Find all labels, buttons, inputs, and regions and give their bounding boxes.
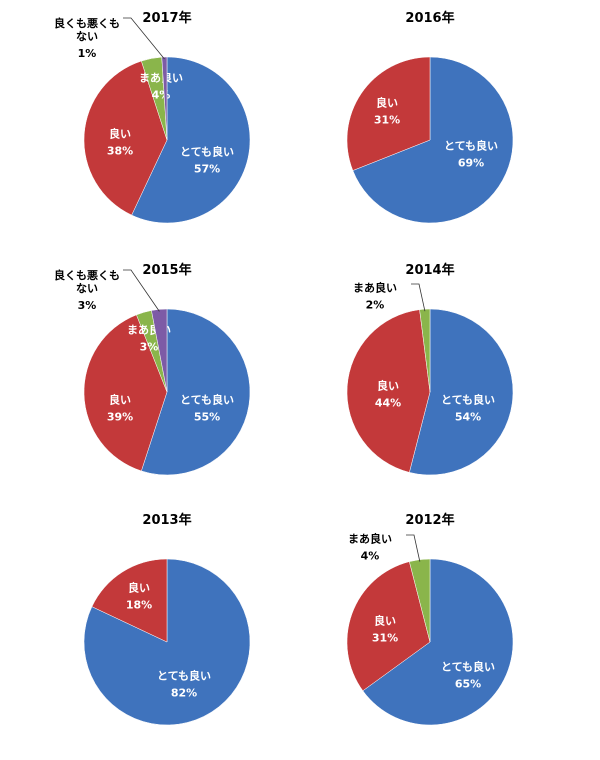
leader-line (123, 269, 160, 312)
pie-slice-良い (83, 60, 168, 216)
slice-label-良い: 良い 31% (374, 96, 400, 127)
pie-slice-良い (83, 314, 168, 472)
pie-slice-良くも悪くもない (151, 308, 168, 393)
slice-label-とても良い: とても良い 82% (157, 669, 211, 700)
slice-label-とても良い: とても良い 57% (180, 145, 234, 176)
slice-label-良い: 良い 38% (107, 127, 133, 158)
slice-label-良い: 良い 18% (126, 581, 152, 612)
chart-title: 2012年 (405, 512, 454, 528)
chart-title: 2013年 (142, 512, 191, 528)
chart-title: 2016年 (405, 10, 454, 26)
slice-label-良くも悪くもない: 良くも悪くもない 3% (54, 268, 120, 312)
leader-line (411, 283, 426, 312)
slice-label-良い: 良い 44% (375, 379, 401, 410)
chart-title: 2015年 (142, 262, 191, 278)
leader-line (123, 17, 165, 60)
pie-slice-良い (346, 56, 431, 171)
pie-slice-良い (91, 558, 168, 643)
slice-label-良い: 良い 39% (107, 393, 133, 424)
leader-line (406, 534, 421, 562)
chart-title: 2017年 (142, 10, 191, 26)
slice-label-とても良い: とても良い 55% (180, 393, 234, 424)
slice-label-良い: 良い 31% (372, 614, 398, 645)
pie-slice-とても良い (352, 56, 514, 224)
pie-slice-良い (346, 309, 431, 473)
slice-label-まあ良い: まあ良い 2% (353, 281, 397, 312)
pie-slice-良くも悪くもない (161, 56, 168, 141)
slice-label-良くも悪くもない: 良くも悪くもない 1% (54, 16, 120, 60)
pie-slice-とても良い (131, 56, 251, 224)
chart-title: 2014年 (405, 262, 454, 278)
pie-slice-とても良い (409, 308, 514, 476)
pie-slice-とても良い (83, 558, 251, 726)
slice-label-とても良い: とても良い 69% (444, 139, 498, 170)
slice-label-とても良い: とても良い 54% (441, 393, 495, 424)
slice-label-とても良い: とても良い 65% (441, 660, 495, 691)
pie-slice-良い (346, 561, 431, 692)
slice-label-まあ良い: まあ良い 4% (348, 532, 392, 563)
pie-slice-とても良い (141, 308, 251, 476)
pie-slice-とても良い (362, 558, 514, 726)
